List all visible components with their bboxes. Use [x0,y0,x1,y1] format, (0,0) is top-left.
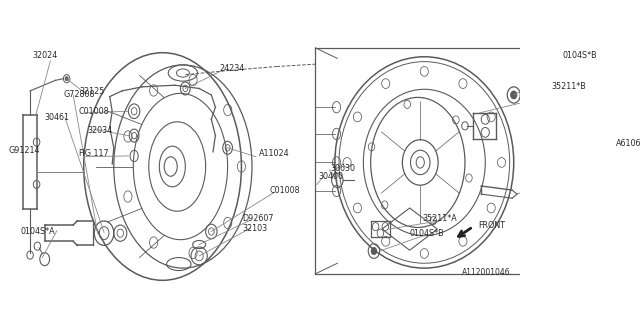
Text: FIG.117: FIG.117 [78,149,109,158]
Text: C01008: C01008 [270,186,301,196]
Text: 32103: 32103 [242,224,268,233]
Text: 32125: 32125 [79,87,105,96]
Ellipse shape [65,77,68,81]
Text: 35211*B: 35211*B [551,82,586,91]
Text: C01008: C01008 [78,107,109,116]
Text: D92607: D92607 [242,214,274,223]
Text: 0104S*B: 0104S*B [410,229,444,238]
Text: 32034: 32034 [88,126,113,135]
Ellipse shape [511,91,517,99]
Text: 30400: 30400 [319,172,344,181]
Text: A61068: A61068 [616,139,640,148]
Text: G72808: G72808 [63,91,95,100]
Text: 35211*A: 35211*A [422,214,458,223]
Text: 30461: 30461 [45,113,70,122]
Text: 30630: 30630 [331,164,356,172]
Text: 32024: 32024 [33,52,58,60]
Text: 0104S*B: 0104S*B [563,52,597,60]
Ellipse shape [371,247,377,255]
Text: G91214: G91214 [8,146,40,155]
Text: 0104S*A: 0104S*A [20,227,55,236]
Text: 24234: 24234 [220,64,244,74]
Text: A112001046: A112001046 [461,268,510,277]
Text: FRONT: FRONT [478,220,505,229]
Text: A11024: A11024 [259,149,289,158]
